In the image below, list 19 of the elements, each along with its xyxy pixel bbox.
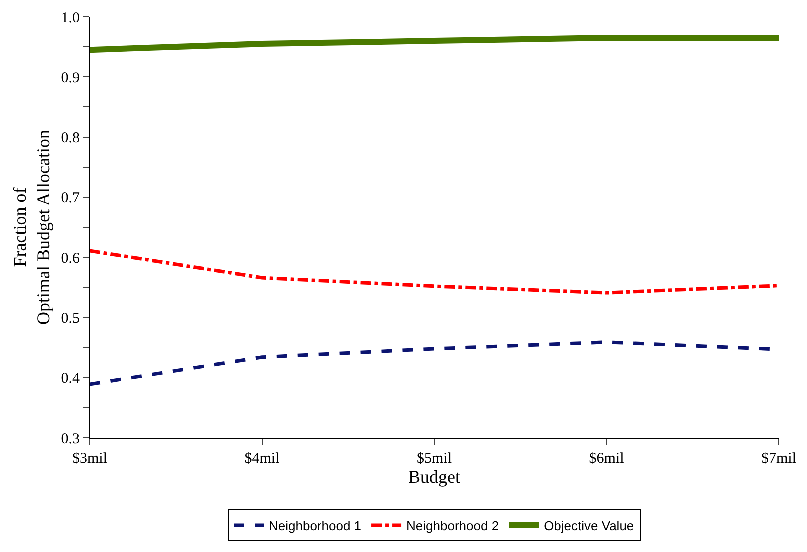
y-tick-label: 0.8 bbox=[61, 130, 80, 147]
y-tick-label: 0.5 bbox=[61, 310, 80, 327]
y-axis-title: Fraction of Optimal Budget Allocation bbox=[10, 130, 54, 325]
legend-label: Neighborhood 1 bbox=[269, 518, 362, 534]
x-axis-title: Budget bbox=[408, 467, 460, 487]
y-tick-label: 0.9 bbox=[61, 70, 80, 86]
line-series bbox=[90, 249, 779, 295]
x-tick-label: $3mil bbox=[72, 451, 108, 467]
x-tick-label: $7mil bbox=[761, 451, 797, 467]
text: 1.0 bbox=[61, 10, 80, 26]
x-tick-label: $6mil bbox=[589, 451, 624, 467]
y-tick-label: 0.7 bbox=[61, 190, 80, 207]
x-tick-label: $5mil bbox=[416, 451, 452, 467]
x-tick-label: $4mil bbox=[244, 451, 280, 467]
text: 0.3 bbox=[61, 431, 80, 448]
y-tick-label: 0.6 bbox=[61, 250, 80, 267]
y-tick-label: 0.4 bbox=[61, 371, 80, 388]
legend-label: Neighborhood 2 bbox=[406, 518, 500, 534]
legend-label: Objective Value bbox=[544, 518, 634, 534]
